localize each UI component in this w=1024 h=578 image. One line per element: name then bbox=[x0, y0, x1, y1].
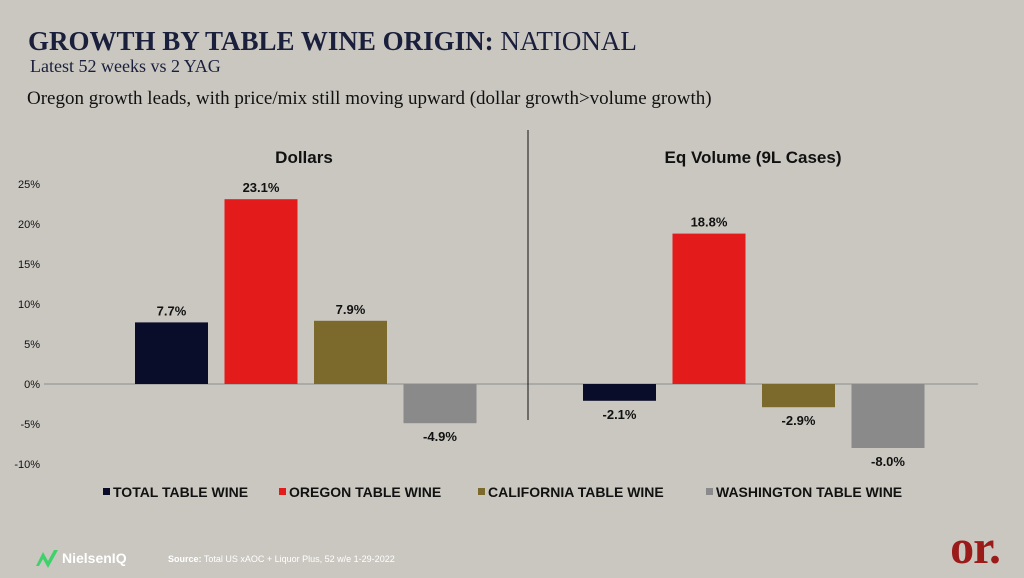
y-tick-label: 25% bbox=[18, 179, 40, 191]
y-tick-label: 15% bbox=[18, 259, 40, 271]
nielseniq-mark-icon bbox=[36, 550, 58, 568]
panel-title: Dollars bbox=[275, 148, 333, 167]
y-tick-label: 10% bbox=[18, 299, 40, 311]
bar bbox=[224, 199, 298, 384]
nielseniq-logo: NielsenIQ bbox=[34, 546, 127, 570]
data-label: 18.8% bbox=[691, 215, 728, 230]
headline: Oregon growth leads, with price/mix stil… bbox=[27, 88, 712, 109]
page-title-rest: NATIONAL bbox=[493, 26, 637, 56]
title-block: GROWTH BY TABLE WINE ORIGIN: NATIONAL La… bbox=[28, 26, 637, 77]
bar bbox=[762, 384, 835, 408]
y-tick-label: -5% bbox=[20, 419, 40, 431]
source-note: Source: Total US xAOC + Liquor Plus, 52 … bbox=[168, 554, 395, 564]
legend-label: CALIFORNIA TABLE WINE bbox=[488, 484, 664, 500]
page-title: GROWTH BY TABLE WINE ORIGIN: NATIONAL bbox=[28, 26, 637, 56]
bar bbox=[672, 233, 746, 384]
legend-label: TOTAL TABLE WINE bbox=[113, 484, 248, 500]
bar bbox=[851, 384, 925, 448]
y-tick-label: 20% bbox=[18, 219, 40, 231]
legend-swatch bbox=[279, 488, 286, 495]
panel-title: Eq Volume (9L Cases) bbox=[665, 148, 842, 167]
oregon-wine-logo: or. bbox=[950, 521, 1001, 574]
data-label: 7.9% bbox=[336, 302, 366, 317]
data-label: -2.1% bbox=[603, 407, 637, 422]
data-label: -4.9% bbox=[423, 429, 457, 444]
bar bbox=[403, 384, 477, 424]
page-title-bold: GROWTH BY TABLE WINE ORIGIN: bbox=[28, 26, 494, 56]
source-label: Source: bbox=[168, 554, 202, 564]
data-label: -2.9% bbox=[782, 413, 816, 428]
nielseniq-logo-text: NielsenIQ bbox=[62, 550, 127, 566]
bar bbox=[314, 320, 387, 384]
legend-swatch bbox=[706, 488, 713, 495]
data-label: 7.7% bbox=[157, 303, 187, 318]
source-text: Total US xAOC + Liquor Plus, 52 w/e 1-29… bbox=[201, 554, 395, 564]
bar bbox=[583, 384, 656, 401]
legend-swatch bbox=[478, 488, 485, 495]
legend-label: WASHINGTON TABLE WINE bbox=[716, 484, 902, 500]
y-tick-label: 0% bbox=[24, 379, 40, 391]
y-tick-label: -10% bbox=[14, 459, 40, 471]
legend-swatch bbox=[103, 488, 110, 495]
page-subtitle: Latest 52 weeks vs 2 YAG bbox=[30, 56, 221, 76]
y-tick-label: 5% bbox=[24, 339, 40, 351]
legend-label: OREGON TABLE WINE bbox=[289, 484, 441, 500]
data-label: -8.0% bbox=[871, 454, 905, 469]
bar bbox=[135, 322, 208, 384]
data-label: 23.1% bbox=[243, 180, 280, 195]
